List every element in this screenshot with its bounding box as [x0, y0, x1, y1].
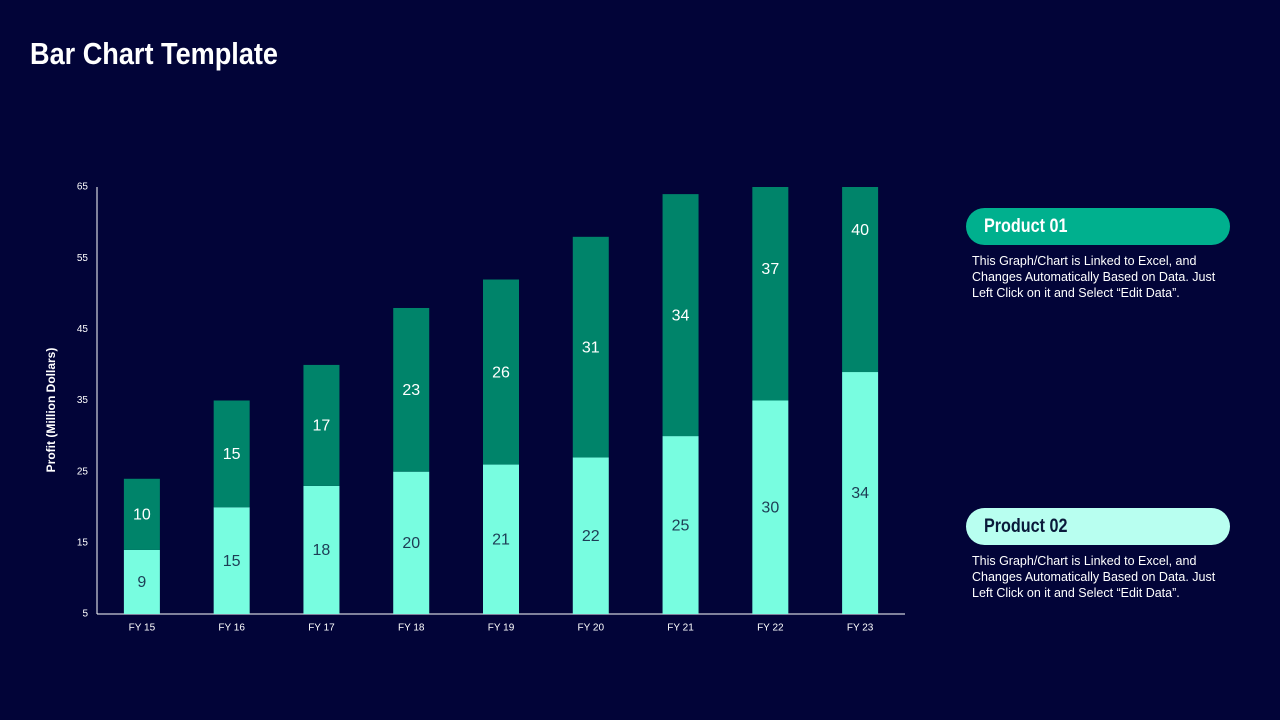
- bars: [123, 187, 879, 614]
- bar-segment: [303, 364, 340, 486]
- x-tick-label: FY 18: [398, 623, 425, 634]
- legend-item: Product 02 This Graph/Chart is Linked to …: [966, 508, 1230, 601]
- data-label: 40: [851, 222, 869, 239]
- legend-item: Product 01 This Graph/Chart is Linked to …: [966, 208, 1230, 301]
- bar-segment: [123, 478, 160, 550]
- x-tick-label: FY 20: [578, 623, 605, 634]
- data-label: 34: [672, 307, 690, 324]
- bar-segment: [213, 507, 250, 614]
- data-label: 26: [492, 364, 510, 381]
- bar-segment: [393, 471, 430, 614]
- bar-segment: [662, 194, 699, 437]
- legend-label: Product 02: [984, 516, 1068, 537]
- bar-segment: [662, 436, 699, 614]
- y-tick-label: 35: [77, 395, 89, 406]
- data-label: 21: [492, 531, 510, 548]
- x-tick-label: FY 17: [308, 623, 335, 634]
- bar-segment: [213, 400, 250, 508]
- data-label: 15: [223, 553, 241, 570]
- data-label: 18: [313, 542, 331, 559]
- x-tick-label: FY 16: [218, 623, 245, 634]
- data-label: 34: [851, 485, 869, 502]
- y-tick-label: 5: [82, 609, 88, 620]
- data-label: 17: [313, 418, 331, 435]
- data-label: 20: [402, 535, 420, 552]
- data-label: 30: [761, 499, 779, 516]
- y-axis-label: Profit (Million Dollars): [44, 348, 58, 473]
- bar-segment: [393, 307, 430, 472]
- legend-label: Product 01: [984, 216, 1068, 237]
- y-tick-label: 15: [77, 537, 89, 548]
- bar-segment: [123, 549, 160, 614]
- x-tick-label: FY 22: [757, 623, 784, 634]
- chart-title: Bar Chart Template: [30, 36, 278, 71]
- data-label: 37: [761, 261, 779, 278]
- y-tick-label: 25: [77, 466, 89, 477]
- data-label: 9: [137, 574, 146, 591]
- legend-pill: Product 01: [966, 208, 1230, 245]
- data-label: 22: [582, 528, 600, 545]
- x-tick-label: FY 15: [129, 623, 156, 634]
- bar-segment: [752, 187, 789, 401]
- bar-segment: [483, 279, 519, 465]
- legend-description: This Graph/Chart is Linked to Excel, and…: [972, 254, 1216, 300]
- bar-segment: [572, 236, 609, 458]
- x-tick-label: FY 21: [667, 623, 694, 634]
- bar-segment: [572, 457, 609, 614]
- x-tick-label: FY 23: [847, 623, 874, 634]
- y-tick-label: 65: [77, 182, 89, 193]
- data-label: 10: [133, 507, 151, 524]
- legend-pill: Product 02: [966, 508, 1230, 545]
- y-tick-label: 45: [77, 324, 89, 335]
- x-tick-label: FY 19: [488, 623, 515, 634]
- data-label: 31: [582, 339, 600, 356]
- bar-segment: [752, 400, 789, 614]
- bar-segment: [303, 485, 340, 614]
- bar-segment: [483, 464, 519, 614]
- data-label: 15: [223, 446, 241, 463]
- bar-segment: [842, 187, 879, 373]
- data-label: 25: [672, 517, 690, 534]
- data-label: 23: [402, 382, 420, 399]
- legend-description: This Graph/Chart is Linked to Excel, and…: [972, 554, 1216, 600]
- bar-segment: [842, 372, 879, 614]
- y-tick-label: 55: [77, 253, 89, 264]
